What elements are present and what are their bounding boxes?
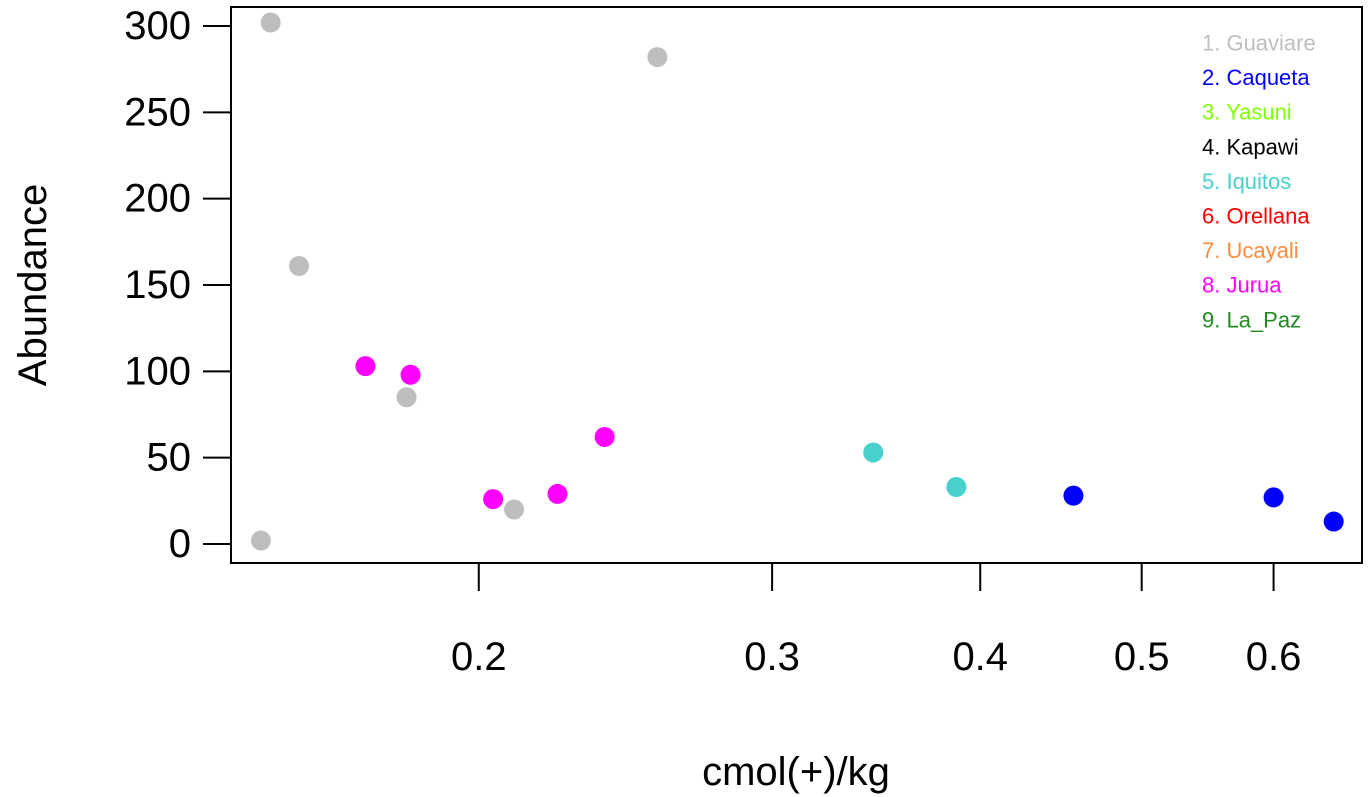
data-point (1263, 487, 1284, 508)
y-tick-label: 0 (169, 522, 191, 566)
legend: 1. Guaviare 2. Caqueta 3. Yasuni 4. Kapawi 5… (1202, 31, 1316, 333)
data-points (250, 12, 1344, 551)
legend-entry: 1. Guaviare (1202, 31, 1316, 56)
legend-entry: 5. Iquitos (1202, 169, 1291, 194)
x-axis: 0.2 0.3 0.4 0.5 0.6 (451, 563, 1301, 679)
legend-entry: 3. Yasuni (1202, 100, 1292, 125)
x-tick-label: 0.2 (451, 635, 507, 679)
data-point (594, 426, 615, 447)
data-point (504, 499, 525, 520)
y-tick-label: 50 (147, 436, 192, 480)
x-tick-label: 0.3 (744, 635, 800, 679)
data-point (946, 477, 967, 498)
legend-entry: 4. Kapawi (1202, 134, 1299, 159)
data-point (396, 387, 417, 408)
y-tick-label: 100 (124, 349, 191, 393)
y-tick-label: 200 (124, 177, 191, 221)
data-point (483, 489, 504, 510)
legend-entry: 7. Ucayali (1202, 238, 1299, 263)
y-tick-label: 300 (124, 4, 191, 48)
data-point (289, 256, 310, 277)
data-point (1063, 485, 1084, 506)
data-point (260, 12, 281, 33)
data-point (1323, 511, 1344, 532)
data-point (647, 47, 668, 68)
data-point (863, 442, 884, 463)
data-point (355, 356, 376, 377)
legend-entry: 6. Orellana (1202, 204, 1310, 229)
y-tick-label: 250 (124, 90, 191, 134)
y-tick-label: 150 (124, 263, 191, 307)
x-tick-label: 0.6 (1246, 635, 1302, 679)
x-axis-label: cmol(+)/kg (702, 750, 890, 794)
data-point (250, 530, 271, 551)
legend-entry: 9. La_Paz (1202, 307, 1301, 332)
data-point (547, 483, 568, 504)
plot-frame (230, 6, 1363, 564)
x-tick-label: 0.4 (952, 635, 1008, 679)
legend-entry: 8. Jurua (1202, 273, 1282, 298)
y-axis: 0 50 100 150 200 250 300 (124, 4, 231, 566)
x-tick-label: 0.5 (1114, 635, 1170, 679)
legend-entry: 2. Caqueta (1202, 65, 1310, 90)
data-point (400, 364, 421, 385)
y-axis-label: Abundance (11, 184, 55, 386)
